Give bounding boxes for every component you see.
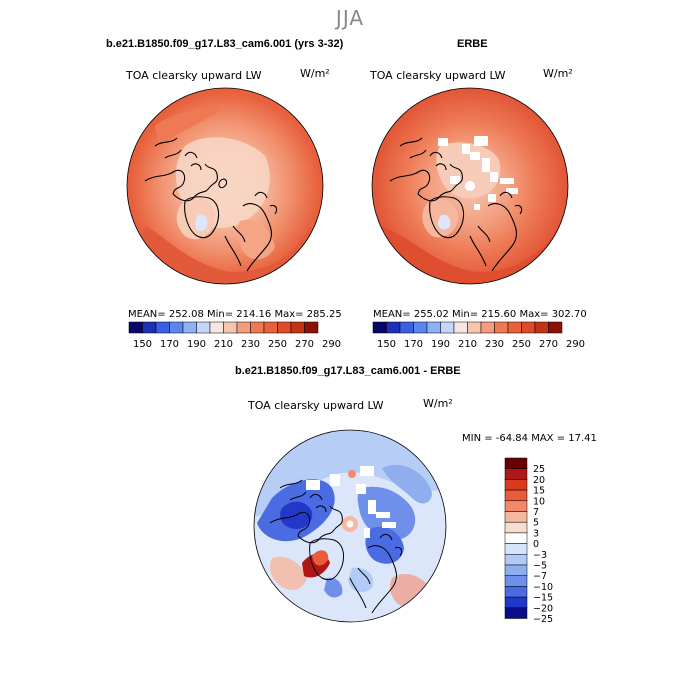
panel-2-colorbar-tick-label: 230 (485, 339, 504, 350)
panel-3-colorbar-tick-label: 25 (533, 464, 545, 475)
panel-1-colorbar-tick-label: 210 (214, 339, 233, 350)
panel-1-colorbar-swatch (128, 321, 143, 334)
panel-2-colorbar-swatch (386, 321, 401, 334)
panel-1-colorbar-tick-label: 230 (241, 339, 260, 350)
panel-3-units: W/m² (423, 397, 453, 410)
panel-3-colorbar-swatch (504, 586, 528, 598)
panel-2-units: W/m² (543, 67, 573, 80)
panel-3-stats: MIN = -64.84 MAX = 17.41 (462, 433, 597, 444)
panel-2-colorbar-swatch (399, 321, 414, 334)
panel-1-colorbar-swatch (223, 321, 238, 334)
panel-2-colorbar-swatch (521, 321, 536, 334)
panel-2-colorbar-swatch (426, 321, 441, 334)
panel-3-colorbar-tick-label: −5 (533, 561, 547, 572)
panel-3-colorbar-swatch (504, 554, 528, 566)
panel-3-colorbar-swatch (504, 500, 528, 512)
panel-1-colorbar-swatch (277, 321, 292, 334)
panel-3-variable: TOA clearsky upward LW (248, 399, 384, 412)
panel-3-colorbar-swatch (504, 596, 528, 609)
panel-2-colorbar-tick-label: 150 (377, 339, 396, 350)
panel-2-title: ERBE (457, 38, 488, 50)
figure-title: JJA (335, 6, 365, 30)
panel-3-colorbar-tick-label: 20 (533, 475, 545, 486)
panel-1-colorbar-swatch (250, 321, 265, 334)
panel-3-colorbar-tick-label: −3 (533, 550, 547, 561)
panel-3-colorbar-swatch (504, 489, 528, 502)
panel-3-colorbar-tick-label: −25 (533, 614, 553, 625)
panel-1-colorbar-tick-label: 270 (295, 339, 314, 350)
panel-2-stats: MEAN= 255.02 Min= 215.60 Max= 302.70 (373, 309, 587, 320)
panel-2-map (371, 87, 569, 285)
panel-3-colorbar-swatch (504, 532, 528, 544)
panel-1-colorbar-swatch (142, 321, 157, 334)
panel-1-colorbar-tick-label: 250 (268, 339, 287, 350)
panel-2-colorbar-swatch (507, 321, 522, 334)
panel-1-colorbar-tick-label: 190 (187, 339, 206, 350)
panel-3-map (253, 429, 447, 623)
panel-3-colorbar-tick-label: 0 (533, 539, 539, 550)
panel-1-units: W/m² (300, 67, 330, 80)
panel-2-variable: TOA clearsky upward LW (370, 69, 506, 82)
panel-3-colorbar-swatch (504, 457, 528, 469)
panel-2-colorbar-swatch (534, 321, 549, 334)
panel-2-colorbar-swatch (372, 321, 387, 334)
panel-1-colorbar-swatch (169, 321, 184, 334)
panel-3-colorbar-swatch (504, 511, 528, 523)
panel-2-colorbar-tick-label: 270 (539, 339, 558, 350)
panel-3-colorbar-tick-label: 5 (533, 518, 539, 529)
panel-1-colorbar: 150 170 190 210 230 250 270 290 (128, 321, 341, 350)
panel-3-colorbar-tick-label: 10 (533, 496, 545, 507)
panel-1-colorbar-swatch (290, 321, 305, 334)
panel-2-colorbar-swatch (494, 321, 509, 334)
panel-2-colorbar-swatch (453, 321, 468, 334)
panel-1-colorbar-swatch (182, 321, 197, 334)
panel-1-colorbar-swatch (304, 321, 319, 334)
panel-2-colorbar-tick-label: 250 (512, 339, 531, 350)
panel-3-colorbar-tick-label: −10 (533, 582, 553, 593)
panel-2-colorbar-swatch (480, 321, 495, 334)
panel-2-colorbar-swatch (413, 321, 428, 334)
panel-3-colorbar-tick-label: −15 (533, 593, 553, 604)
panel-1-colorbar-swatch (209, 321, 224, 334)
panel-1-colorbar-swatch (196, 321, 211, 334)
panel-3-colorbar-swatch (504, 521, 528, 534)
panel-1-colorbar-swatch (263, 321, 278, 334)
panel-3-colorbar-tick-label: −20 (533, 603, 553, 614)
panel-1-colorbar-swatch (236, 321, 251, 334)
panel-3-title: b.e21.B1850.f09_g17.L83_cam6.001 - ERBE (235, 365, 461, 377)
panel-2-colorbar-tick-label: 190 (431, 339, 450, 350)
panel-1-map (126, 87, 324, 285)
panel-2-colorbar: 150 170 190 210 230 250 270 290 (372, 321, 585, 350)
panel-1-colorbar-tick-label: 290 (322, 339, 341, 350)
panel-3-colorbar-tick-label: 7 (533, 507, 539, 518)
panel-2-colorbar-tick-label: 170 (404, 339, 423, 350)
panel-3-colorbar-tick-label: −7 (533, 571, 547, 582)
panel-3-colorbar-swatch (504, 575, 528, 587)
panel-2-colorbar-swatch (440, 321, 455, 334)
panel-3-colorbar-swatch (504, 607, 528, 619)
panel-1-colorbar-swatch (155, 321, 170, 334)
panel-1-variable: TOA clearsky upward LW (126, 69, 262, 82)
panel-3-colorbar-swatch (504, 564, 528, 576)
panel-1-stats: MEAN= 252.08 Min= 214.16 Max= 285.25 (128, 309, 342, 320)
panel-1-title: b.e21.B1850.f09_g17.L83_cam6.001 (yrs 3-… (106, 38, 344, 50)
panel-3-colorbar-tick-label: 15 (533, 486, 545, 497)
panel-2-colorbar-swatch (548, 321, 563, 334)
panel-3-colorbar-swatch (504, 543, 528, 555)
panel-2-colorbar-tick-label: 290 (566, 339, 585, 350)
panel-1-colorbar-tick-label: 170 (160, 339, 179, 350)
panel-3-colorbar-tick-label: 3 (533, 528, 539, 539)
panel-3-colorbar-swatch (504, 479, 528, 491)
panel-1-colorbar-tick-label: 150 (133, 339, 152, 350)
panel-2-colorbar-tick-label: 210 (458, 339, 477, 350)
panel-3-colorbar-swatch (504, 468, 528, 480)
panel-2-colorbar-swatch (467, 321, 482, 334)
